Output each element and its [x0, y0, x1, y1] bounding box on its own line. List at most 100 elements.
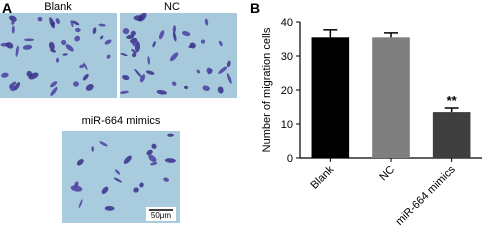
cell [11, 19, 15, 25]
x-tick-label: miR-664 mimics [394, 163, 459, 228]
cell [147, 56, 150, 65]
cell [104, 205, 115, 211]
cell [114, 169, 121, 175]
cell [62, 53, 68, 56]
cell [206, 67, 212, 74]
cell [26, 70, 33, 78]
cell [72, 20, 80, 26]
cell [139, 182, 144, 188]
figure: A B Blank NC miR-664 mimics 50μm 0 10 20 30… [0, 0, 482, 228]
cell [131, 48, 137, 54]
cell [15, 45, 19, 57]
cell [49, 17, 55, 29]
y-tick-label: 30 [281, 51, 293, 63]
cell [184, 85, 189, 90]
cell [119, 90, 129, 94]
cell [202, 85, 210, 91]
cell [181, 31, 191, 37]
cell [226, 73, 232, 84]
cell [37, 16, 43, 22]
y-tick-label: 0 [287, 153, 293, 165]
cell [85, 84, 94, 91]
cell [55, 18, 61, 24]
cell [70, 20, 74, 28]
cell [218, 66, 228, 74]
cell [1, 72, 9, 78]
cell [145, 70, 155, 75]
cell [134, 40, 139, 45]
panel-label: A [2, 0, 12, 16]
cell [152, 41, 156, 48]
cell [75, 27, 81, 33]
cell [50, 86, 58, 97]
cell [134, 68, 142, 78]
cell [196, 69, 200, 74]
cell [82, 73, 89, 81]
cell [150, 162, 158, 166]
scale-bar-label: 50μm [151, 211, 172, 220]
cell [22, 44, 33, 50]
cell [5, 42, 14, 49]
cell [14, 82, 21, 91]
cell [189, 42, 196, 49]
cell [204, 18, 209, 26]
cell [169, 52, 179, 62]
cell [91, 146, 95, 152]
cell [113, 177, 123, 183]
cell [227, 60, 231, 68]
cell [106, 54, 111, 59]
cell [104, 39, 112, 45]
y-axis-label: Number of migration cells [261, 27, 273, 152]
cell [92, 27, 97, 35]
x-tick-label: NC [377, 164, 397, 184]
cell [123, 155, 132, 164]
cell [172, 31, 177, 42]
cell [99, 141, 108, 147]
cell [98, 23, 106, 27]
cell [151, 143, 157, 149]
cell [83, 62, 88, 71]
cell [200, 39, 206, 44]
significance: ** [447, 93, 458, 108]
panel-label: B [250, 0, 260, 16]
cell [139, 74, 146, 83]
cell [126, 34, 135, 39]
micrograph [120, 13, 237, 98]
micrographs [0, 12, 237, 223]
cell [76, 159, 84, 166]
cell [171, 81, 177, 86]
cell [218, 40, 223, 47]
cell [9, 85, 16, 92]
cell [156, 89, 168, 95]
cell [73, 81, 79, 87]
cell [79, 64, 86, 69]
cell [9, 15, 17, 22]
cell [65, 44, 74, 52]
cell [146, 149, 153, 156]
bar [311, 37, 350, 158]
y-tick-label: 20 [281, 85, 293, 97]
cell [120, 52, 128, 57]
x-tick-label: Blank [309, 163, 337, 191]
cell [167, 133, 174, 137]
cell [164, 158, 176, 163]
cell [101, 186, 109, 194]
cell [100, 35, 104, 40]
cell [70, 185, 83, 192]
cell [78, 199, 83, 208]
cell [48, 41, 55, 51]
image-label: miR-664 mimics [82, 115, 161, 127]
cell [217, 86, 224, 94]
cell [148, 154, 157, 163]
cell [11, 25, 15, 34]
cell [158, 30, 165, 40]
image-label: Blank [44, 1, 72, 13]
cell [122, 28, 130, 35]
y-tick-label: 40 [281, 17, 293, 29]
cell [74, 35, 81, 42]
cell [134, 41, 141, 53]
y-tick-label: 10 [281, 119, 293, 131]
cell [133, 187, 139, 193]
cell [172, 25, 177, 33]
cell [132, 52, 137, 58]
